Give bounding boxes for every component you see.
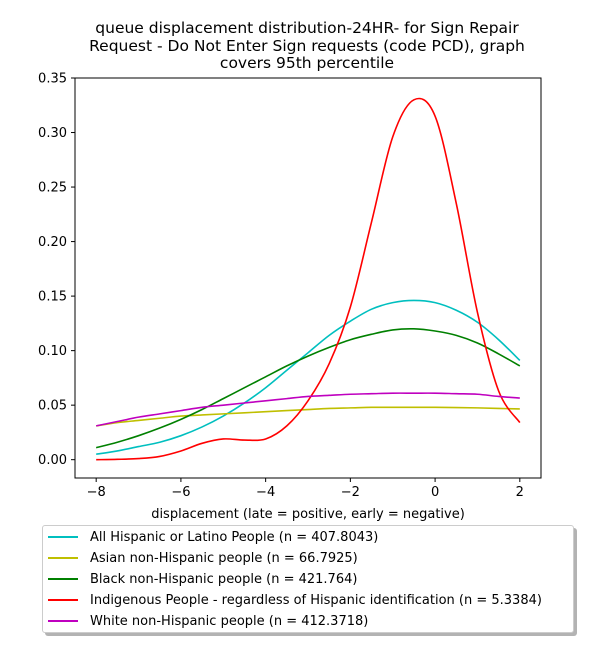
series-line-0: [96, 300, 520, 454]
x-axis-label: displacement (late = positive, early = n…: [151, 507, 465, 522]
legend-label: Black non-Hispanic people (n = 421.764): [90, 572, 357, 587]
y-tick-label: 0.30: [38, 126, 67, 141]
legend-item: Black non-Hispanic people (n = 421.764): [43, 569, 357, 589]
series-line-2: [96, 329, 520, 448]
legend-label: Indigenous People - regardless of Hispan…: [90, 593, 542, 608]
line-chart: −8 −6 −4 −2 0 2 0.000.050.100.150.200.250.300…: [0, 0, 600, 530]
y-tick-label: 0.10: [38, 344, 67, 359]
y-tick-label: 0.25: [38, 181, 67, 196]
x-axis: −8 −6 −4 −2 0 2: [87, 478, 524, 500]
y-tick-label: 0.05: [38, 399, 67, 414]
legend-swatch-hispanic: [48, 536, 78, 538]
x-tick-label: −8: [87, 485, 106, 500]
legend-item: Asian non-Hispanic people (n = 66.7925): [43, 548, 358, 568]
y-tick-label: 0.35: [38, 72, 67, 87]
series-layer: [96, 98, 520, 459]
legend: All Hispanic or Latino People (n = 407.8…: [42, 525, 574, 633]
legend-label: Asian non-Hispanic people (n = 66.7925): [90, 551, 358, 566]
legend-item: White non-Hispanic people (n = 412.3718): [43, 611, 368, 631]
legend-swatch-white: [48, 620, 78, 622]
legend-swatch-indigenous: [48, 599, 78, 601]
legend-label: All Hispanic or Latino People (n = 407.8…: [90, 530, 378, 545]
series-line-1: [96, 407, 520, 426]
y-tick-label: 0.20: [38, 235, 67, 250]
legend-item: All Hispanic or Latino People (n = 407.8…: [43, 527, 378, 547]
x-tick-label: −2: [341, 485, 360, 500]
legend-label: White non-Hispanic people (n = 412.3718): [90, 614, 368, 629]
series-line-3: [96, 98, 520, 459]
x-tick-label: −4: [256, 485, 275, 500]
x-tick-label: 2: [516, 485, 524, 500]
y-axis: 0.00 0.05 0.10 0.15 0.20 0.25 0.30 0.35: [38, 72, 75, 469]
legend-swatch-asian: [48, 557, 78, 559]
legend-swatch-black: [48, 578, 78, 580]
x-tick-label: 0: [431, 485, 439, 500]
y-tick-label: 0.15: [38, 290, 67, 305]
x-tick-label: −6: [171, 485, 190, 500]
legend-item: Indigenous People - regardless of Hispan…: [43, 590, 542, 610]
y-tick-label: 0.00: [38, 453, 67, 468]
